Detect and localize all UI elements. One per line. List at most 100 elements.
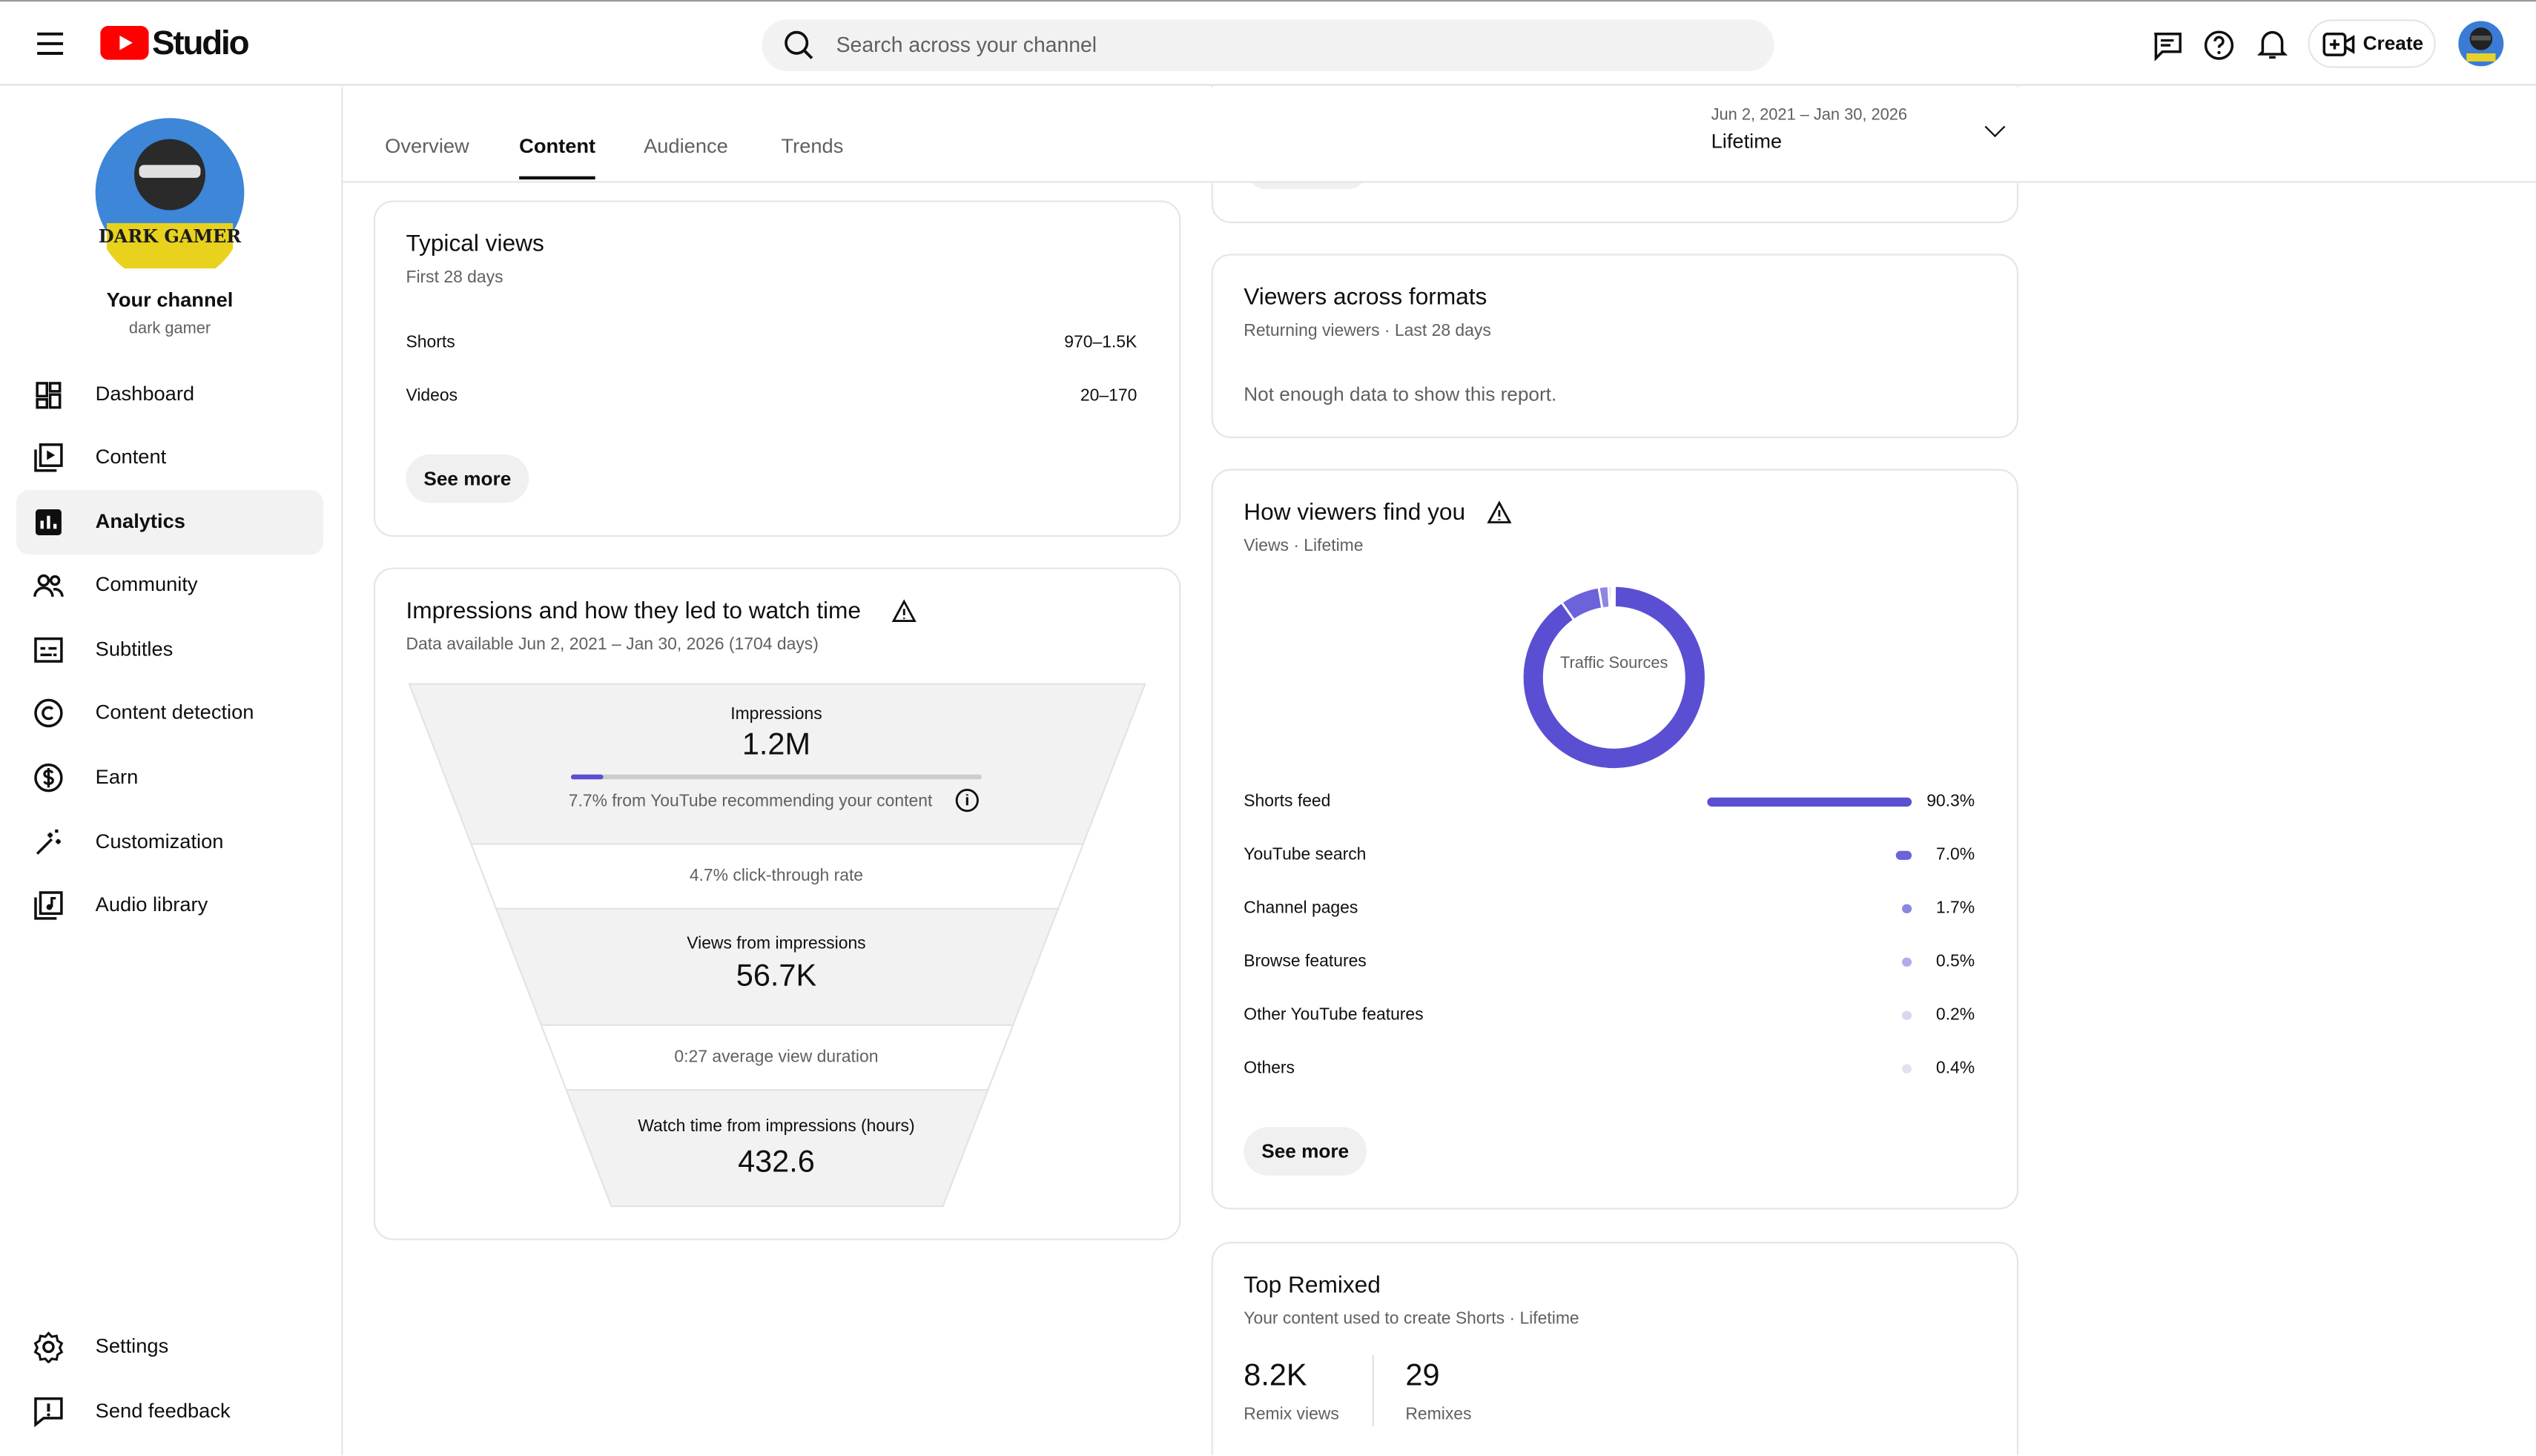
info-icon: [955, 789, 979, 813]
nav-icon[interactable]: [33, 569, 65, 602]
donut-center-label: Traffic Sources: [1559, 655, 1668, 673]
row-value: 970–1.5K: [1064, 332, 1137, 352]
search-placeholder: Search across your channel: [836, 33, 1097, 57]
funnel-label: Views from impressions: [687, 934, 866, 954]
donut-segment: [1562, 588, 1602, 620]
see-more-button[interactable]: See more: [1244, 1127, 1367, 1176]
nav-icon[interactable]: [33, 1395, 65, 1428]
nav-item[interactable]: Community: [95, 573, 198, 596]
funnel-label: Watch time from impressions (hours): [638, 1116, 915, 1136]
nav-item[interactable]: Analytics: [95, 510, 185, 533]
icon-part: [39, 443, 63, 467]
progress-track: [570, 774, 982, 780]
search-icon: [785, 30, 813, 59]
nav-icon[interactable]: [33, 441, 65, 474]
tab[interactable]: Audience: [644, 135, 728, 158]
avatar-band: [106, 222, 234, 269]
nav-item[interactable]: Audio library: [95, 893, 208, 916]
icon-part: [40, 515, 57, 529]
messages-icon[interactable]: [2151, 29, 2184, 62]
card-title: Impressions and how they led to watch ti…: [406, 598, 861, 625]
notifications-icon[interactable]: [2256, 27, 2289, 62]
card-subtitle: Data available Jun 2, 2021 – Jan 30, 202…: [406, 635, 819, 655]
nav-active-bg: [16, 489, 324, 555]
icon-part: [34, 897, 57, 920]
icon-part: [34, 449, 57, 472]
dropdown-chevron[interactable]: [1984, 116, 2006, 138]
funnel-value: 1.2M: [742, 728, 811, 763]
nav-item[interactable]: Customization: [95, 830, 224, 853]
icon-part: [47, 1413, 50, 1417]
nav-icon[interactable]: [33, 890, 65, 922]
donut-separator: [1611, 585, 1614, 609]
nav-icon[interactable]: [33, 378, 65, 411]
sidebar: DARK GAMER Your channel dark gamer Dashboar…: [0, 87, 343, 1456]
nav-icon[interactable]: [33, 761, 65, 794]
card-title: How viewers find you: [1244, 500, 1466, 526]
nav-item[interactable]: Dashboard: [95, 382, 195, 406]
icon-part: [40, 646, 57, 657]
funnel-label: Impressions: [730, 704, 822, 724]
row-value: 20–170: [1080, 385, 1137, 406]
icon-part: [36, 382, 48, 398]
traffic-source: Other YouTube features: [1244, 1005, 1424, 1025]
empty-message: Not enough data to show this report.: [1244, 383, 1557, 406]
funnel-note: 7.7% from YouTube recommending your cont…: [568, 792, 933, 812]
card-title: Viewers across formats: [1244, 285, 1487, 311]
tab[interactable]: Overview: [385, 135, 469, 158]
donut-separator: [1597, 586, 1604, 609]
icon-part: [48, 393, 62, 409]
icon-part: [33, 1331, 64, 1363]
channel-avatar[interactable]: DARK GAMER: [94, 116, 246, 269]
traffic-source: Channel pages: [1244, 899, 1358, 919]
create-button[interactable]: Create: [2308, 19, 2436, 68]
nav-icon[interactable]: [33, 697, 65, 729]
card-top-remixed: [1211, 1242, 2019, 1456]
traffic-bar: [1901, 1010, 1912, 1020]
nav-item[interactable]: Send feedback: [95, 1399, 231, 1423]
icon-part: [47, 450, 56, 460]
menu-icon[interactable]: [34, 27, 67, 60]
account-avatar[interactable]: [2458, 21, 2504, 67]
card-subtitle: Views · Lifetime: [1244, 536, 1364, 556]
date-range: Jun 2, 2021 – Jan 30, 2026: [1711, 106, 1908, 125]
avatar-label: DARK GAMER: [99, 225, 242, 247]
stat-label: Remix views: [1244, 1404, 1339, 1424]
nav-icon[interactable]: [33, 1331, 65, 1363]
traffic-bar: [1895, 850, 1912, 860]
icon-part: [34, 637, 63, 663]
donut-separator: [1607, 585, 1611, 609]
funnel-band: [565, 1088, 989, 1208]
help-icon[interactable]: [2203, 29, 2236, 62]
nav-item[interactable]: Content detection: [95, 701, 254, 724]
nav-item[interactable]: Content: [95, 445, 167, 469]
icon-part: [34, 1397, 63, 1428]
nav-icon[interactable]: [33, 506, 65, 539]
card-title: Typical views: [406, 231, 544, 258]
icon-part: [49, 575, 61, 586]
tab[interactable]: Content: [519, 135, 596, 158]
nav-item[interactable]: Settings: [95, 1334, 169, 1358]
nav-icon[interactable]: [33, 827, 65, 859]
search-box[interactable]: Search across your channel: [762, 19, 1774, 71]
stat-label: Remixes: [1405, 1404, 1472, 1424]
icon-part: [50, 896, 56, 907]
card-subtitle: Returning viewers · Last 28 days: [1244, 321, 1491, 341]
progress-fill: [570, 774, 604, 780]
see-more-button[interactable]: See more: [406, 454, 529, 503]
traffic-bar: [1901, 957, 1912, 967]
traffic-bar: [1901, 1064, 1912, 1073]
logo-icon[interactable]: [100, 25, 149, 60]
nav-item[interactable]: Earn: [95, 765, 139, 789]
traffic-percent: 1.7%: [1935, 899, 1975, 919]
icon-part: [39, 891, 63, 916]
channel-title: Your channel: [106, 288, 234, 311]
card-viewers-formats: [1211, 254, 2019, 439]
logo-text: Studio: [152, 24, 250, 62]
tab[interactable]: Trends: [781, 135, 844, 158]
funnel-rate: 4.7% click-through rate: [689, 866, 864, 886]
nav-item[interactable]: Subtitles: [95, 638, 174, 661]
nav-icon[interactable]: [33, 634, 65, 666]
